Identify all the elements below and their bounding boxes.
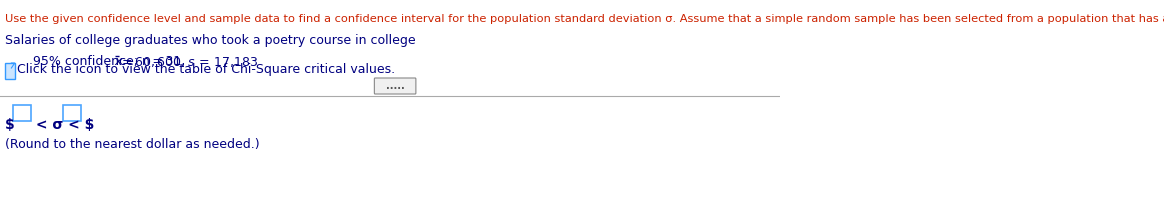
Text: Salaries of college graduates who took a poetry course in college: Salaries of college graduates who took a… <box>6 34 416 47</box>
Text: < σ < $: < σ < $ <box>31 118 94 132</box>
Text: x: x <box>114 55 122 68</box>
Text: 95% confidence; n = 31,: 95% confidence; n = 31, <box>34 55 190 68</box>
Text: Use the given confidence level and sample data to find a confidence interval for: Use the given confidence level and sampl… <box>6 14 1164 24</box>
Text: .....: ..... <box>385 81 405 91</box>
Text: $: $ <box>6 118 15 132</box>
FancyBboxPatch shape <box>63 105 81 121</box>
FancyBboxPatch shape <box>375 78 416 94</box>
FancyBboxPatch shape <box>13 105 31 121</box>
Text: Click the icon to view the table of Chi-Square critical values.: Click the icon to view the table of Chi-… <box>17 64 396 76</box>
FancyBboxPatch shape <box>6 63 15 79</box>
Text: (Round to the nearest dollar as needed.): (Round to the nearest dollar as needed.) <box>6 138 260 151</box>
Text: = $60,600, s = $17,183: = $60,600, s = $17,183 <box>120 55 258 69</box>
